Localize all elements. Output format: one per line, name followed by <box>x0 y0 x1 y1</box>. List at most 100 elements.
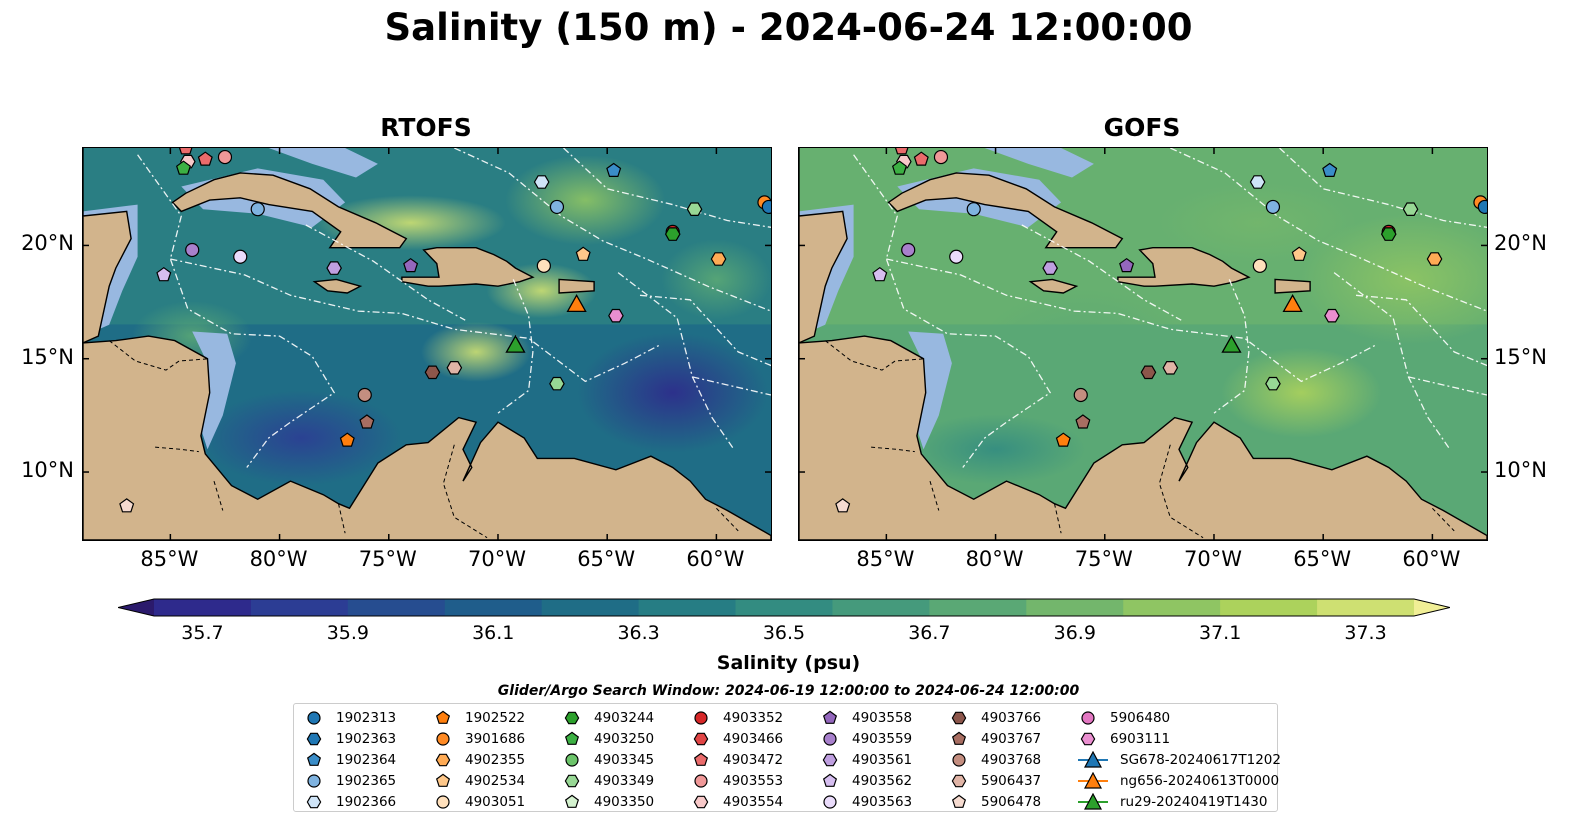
legend-column: 4903558 4903559 4903561 4903562 4903563 <box>818 707 912 812</box>
country-border <box>213 480 224 511</box>
float-marker-4903559 <box>185 242 200 258</box>
legend-item: 4903563 <box>818 791 912 812</box>
float-marker-4903563 <box>233 249 248 264</box>
legend-marker-4903559 <box>823 731 837 746</box>
legend-marker-1902365 <box>307 773 321 788</box>
legend-marker-pentagon-icon <box>822 710 838 724</box>
map-panel-rtofs[interactable] <box>82 147 772 541</box>
legend-label: 1902363 <box>336 730 397 747</box>
land-yucatan <box>799 148 848 344</box>
legend-marker-circle-icon <box>694 710 708 725</box>
legend-item: ng656-20240613T0000 <box>1076 770 1281 791</box>
float-marker-4903349 <box>549 376 565 391</box>
glider-marker-ng656-20240613T0000 <box>566 294 587 312</box>
country-border <box>824 340 926 371</box>
legend-item: 4903558 <box>818 707 912 728</box>
legend-marker-circle-icon <box>694 773 708 788</box>
legend-marker-4903345 <box>565 752 579 767</box>
x-tick-label: 80°W <box>965 547 1024 571</box>
land-jamaica <box>312 278 363 294</box>
x-tick-label: 70°W <box>1183 547 1242 571</box>
float-marker-4903472 <box>913 151 929 166</box>
legend-label: 4903352 <box>723 709 784 726</box>
legend-marker-4903472 <box>693 752 709 766</box>
legend-item: 4902534 <box>431 770 525 791</box>
legend-marker-4903563 <box>823 794 837 809</box>
x-tick-label: 85°W <box>140 547 199 571</box>
float-marker-4903559 <box>901 242 916 258</box>
float-marker-1902365 <box>966 202 981 217</box>
float-marker-4902534 <box>575 246 591 261</box>
legend-marker-pentagon-icon <box>822 773 838 787</box>
float-marker-1902313 <box>1477 199 1487 215</box>
float-markers <box>119 148 771 513</box>
country-border <box>338 503 346 534</box>
legend-item: 5906478 <box>947 791 1041 812</box>
legend-marker-hexagon-icon <box>693 795 709 808</box>
legend-item: 4903559 <box>818 728 912 749</box>
y-tick-label-right: 20°N <box>1494 231 1547 256</box>
legend-label: 4903767 <box>981 730 1042 747</box>
land-puertorico <box>558 278 595 294</box>
legend-marker-4902355 <box>435 753 451 766</box>
legend-item: 4903554 <box>689 791 783 812</box>
y-tick-label-left: 15°N <box>21 344 74 369</box>
eez-boundary <box>1170 148 1487 312</box>
legend-marker-4903244 <box>564 711 580 724</box>
legend-item: 1902313 <box>302 707 396 728</box>
colorbar-tick-label: 37.1 <box>1198 622 1242 644</box>
legend-marker-pentagon-icon <box>951 731 967 745</box>
float-marker-4902534 <box>1291 246 1307 261</box>
legend-item: 4903466 <box>689 728 783 749</box>
legend-marker-4903562 <box>822 773 838 787</box>
colorbar-extend-high <box>1414 599 1450 616</box>
eez-boundary <box>305 224 466 321</box>
legend-marker-4903466 <box>693 732 709 745</box>
glider-marker-ru29-20240419T1430 <box>1221 334 1242 353</box>
map-panel-gofs[interactable] <box>798 147 1488 541</box>
legend-label: 4903051 <box>465 793 526 810</box>
legend-item: 4903766 <box>947 707 1041 728</box>
eez-boundary <box>1408 376 1487 396</box>
legend-marker-1902313 <box>307 710 321 725</box>
float-marker-4903558 <box>403 257 419 273</box>
legend-item: 1902365 <box>302 770 396 791</box>
legend-marker-5906478 <box>951 794 967 808</box>
y-tick-label-right: 15°N <box>1494 344 1547 369</box>
colorbar-segment <box>638 599 737 616</box>
country-border <box>1432 507 1455 532</box>
eez-boundary <box>137 154 336 468</box>
legend-marker-pentagon-icon <box>564 731 580 745</box>
legend-marker-4903051 <box>436 794 450 809</box>
legend-label: 4903561 <box>852 751 913 768</box>
colorbar-segment <box>832 599 930 616</box>
legend-label: 1902313 <box>336 709 397 726</box>
bahamas-bank <box>268 148 378 178</box>
float-marker-4903472 <box>197 151 213 166</box>
legend-marker-hexagon-icon <box>951 711 967 724</box>
float-marker-5906437 <box>446 361 463 375</box>
legend-marker-hexagon-icon <box>1080 732 1096 745</box>
legend-marker-circle-icon <box>436 731 450 746</box>
legend-marker-4903767 <box>951 731 967 745</box>
float-marker-4903472 <box>894 148 909 155</box>
float-marker-1902364 <box>606 162 622 177</box>
land-puertorico <box>1274 278 1311 294</box>
float-marker-1902366 <box>1249 175 1266 189</box>
colorbar-segment <box>1026 599 1124 616</box>
legend-marker-circle-icon <box>307 710 321 725</box>
legend-marker-4903554 <box>693 795 709 808</box>
legend-item: ru29-20240419T1430 <box>1076 791 1281 812</box>
legend-item: 6903111 <box>1076 728 1281 749</box>
legend-label: 1902364 <box>336 751 397 768</box>
colorbar-tick-label: 35.7 <box>181 622 224 644</box>
legend-item: 4903250 <box>560 728 654 749</box>
float-marker-4903558 <box>1119 257 1135 273</box>
legend-label: 4903350 <box>594 793 655 810</box>
float-marker-1902365 <box>549 199 565 215</box>
colorbar-extend-low <box>118 599 154 616</box>
eez-boundary <box>886 258 1376 383</box>
legend-column: 4903244 4903250 4903345 4903349 4903350 <box>560 707 654 812</box>
legend-marker-hexagon-icon <box>306 795 322 808</box>
legend-item: 1902364 <box>302 749 396 770</box>
